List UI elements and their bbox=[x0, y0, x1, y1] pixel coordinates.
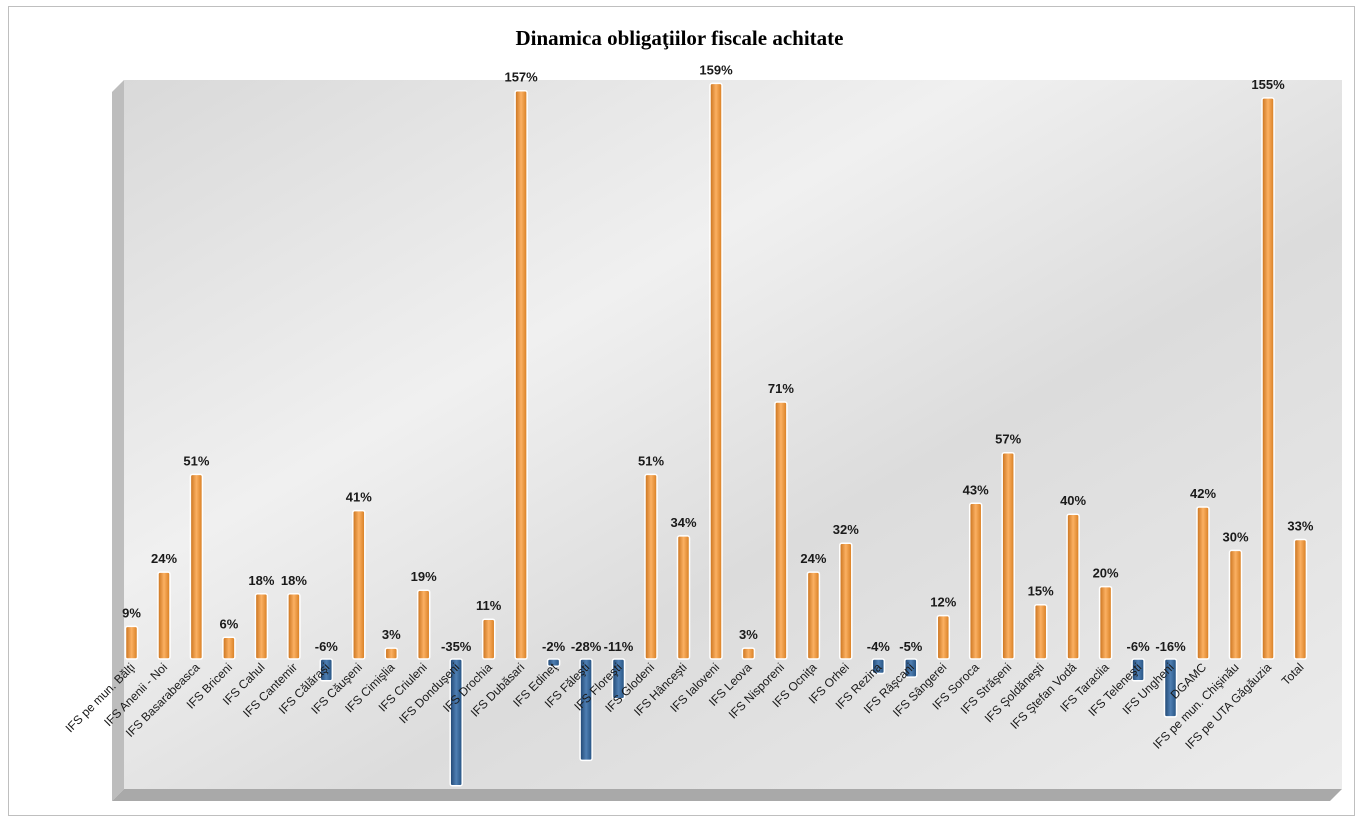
data-label-13: -2% bbox=[542, 639, 566, 654]
data-label-17: 34% bbox=[670, 515, 696, 530]
bar-22 bbox=[839, 542, 853, 660]
bar-16 bbox=[644, 473, 658, 660]
bar-5 bbox=[287, 593, 301, 660]
data-label-1: 24% bbox=[151, 551, 177, 566]
data-label-15: -11% bbox=[604, 639, 634, 654]
data-label-11: 11% bbox=[476, 598, 502, 613]
bar-4 bbox=[254, 593, 269, 660]
data-label-25: 12% bbox=[930, 595, 956, 610]
data-label-22: 32% bbox=[833, 522, 859, 537]
data-label-3: 6% bbox=[220, 616, 239, 631]
data-label-4: 18% bbox=[248, 573, 274, 588]
data-label-8: 3% bbox=[382, 627, 401, 642]
bar-36 bbox=[1293, 538, 1308, 660]
plot-floor bbox=[112, 789, 1342, 801]
bar-17 bbox=[676, 535, 691, 660]
data-label-23: -4% bbox=[867, 639, 891, 654]
bar-21 bbox=[806, 571, 821, 660]
data-label-18: 159% bbox=[699, 62, 733, 77]
data-label-36: 33% bbox=[1287, 519, 1313, 534]
bar-3 bbox=[222, 636, 236, 660]
data-label-29: 40% bbox=[1060, 493, 1086, 508]
bar-14 bbox=[579, 658, 593, 762]
bar-7 bbox=[352, 509, 366, 660]
bar-20 bbox=[774, 401, 788, 660]
bar-28 bbox=[1033, 603, 1048, 660]
bar-2 bbox=[189, 473, 204, 660]
data-label-19: 3% bbox=[739, 627, 758, 642]
data-label-21: 24% bbox=[800, 551, 826, 566]
data-label-7: 41% bbox=[346, 490, 372, 505]
bar-15 bbox=[611, 658, 626, 700]
data-label-32: -16% bbox=[1155, 639, 1186, 654]
bar-9 bbox=[416, 589, 431, 660]
data-label-0: 9% bbox=[122, 605, 141, 620]
data-label-35: 155% bbox=[1251, 77, 1285, 92]
bar-32 bbox=[1163, 658, 1178, 718]
data-label-26: 43% bbox=[963, 482, 989, 497]
bar-12 bbox=[514, 89, 528, 660]
bar-23 bbox=[871, 658, 886, 675]
bar-27 bbox=[1001, 451, 1015, 660]
data-label-27: 57% bbox=[995, 432, 1021, 447]
data-label-16: 51% bbox=[638, 453, 664, 468]
data-label-9: 19% bbox=[411, 569, 437, 584]
plot-side-wall bbox=[112, 80, 124, 801]
data-label-28: 15% bbox=[1028, 584, 1054, 599]
bar-1 bbox=[157, 571, 171, 660]
bar-8 bbox=[384, 647, 399, 660]
bar-10 bbox=[449, 658, 463, 787]
data-label-30: 20% bbox=[1093, 566, 1119, 581]
data-label-20: 71% bbox=[768, 381, 794, 396]
data-label-31: -6% bbox=[1127, 639, 1151, 654]
data-label-5: 18% bbox=[281, 573, 307, 588]
chart-title: Dinamica obligaţiilor fiscale achitate bbox=[515, 26, 844, 50]
data-label-12: 157% bbox=[504, 70, 538, 85]
data-label-14: -28% bbox=[571, 639, 602, 654]
bar-26 bbox=[968, 502, 983, 660]
bar-11 bbox=[481, 618, 496, 660]
bar-0 bbox=[124, 625, 139, 660]
bar-33 bbox=[1196, 506, 1210, 660]
bar-24 bbox=[904, 658, 918, 678]
bar-34 bbox=[1228, 549, 1243, 660]
bar-29 bbox=[1066, 513, 1080, 660]
data-label-24: -5% bbox=[899, 639, 923, 654]
data-label-2: 51% bbox=[183, 453, 209, 468]
data-label-6: -6% bbox=[315, 639, 339, 654]
data-label-10: -35% bbox=[441, 639, 472, 654]
bar-13 bbox=[546, 658, 561, 667]
bar-25 bbox=[936, 614, 951, 660]
bar-35 bbox=[1261, 97, 1275, 660]
bar-18 bbox=[709, 82, 723, 660]
bar-31 bbox=[1131, 658, 1145, 682]
data-label-33: 42% bbox=[1190, 486, 1216, 501]
bar-30 bbox=[1098, 585, 1113, 660]
bar-6 bbox=[319, 658, 334, 682]
data-label-34: 30% bbox=[1222, 529, 1248, 544]
bar-19 bbox=[741, 647, 756, 660]
